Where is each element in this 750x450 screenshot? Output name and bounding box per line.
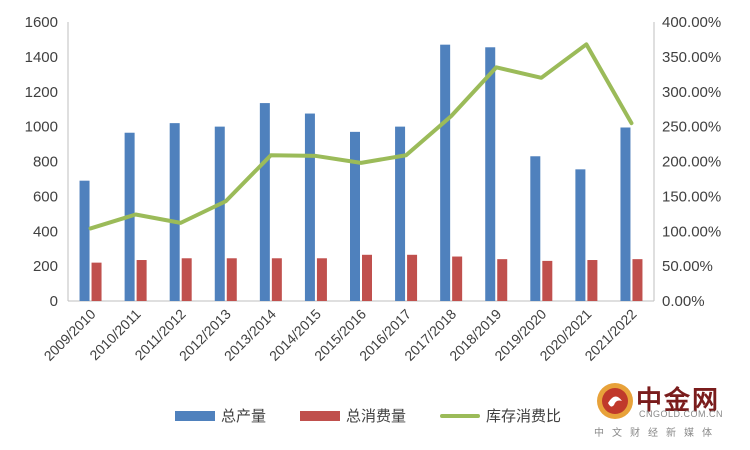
- left-tick-label: 0: [50, 293, 58, 310]
- bar-consumption: [632, 259, 643, 301]
- line-group: [88, 42, 634, 231]
- x-axis-ticks: 2009/20102010/20112011/20122012/20132013…: [41, 306, 640, 364]
- bar-consumption: [271, 258, 282, 301]
- bar-consumption: [587, 260, 598, 301]
- right-tick-label: 400.00%: [662, 14, 721, 31]
- bar-consumption: [181, 258, 192, 301]
- right-tick-label: 300.00%: [662, 84, 721, 101]
- bar-consumption: [91, 262, 102, 301]
- line-stock-consumption-ratio: [88, 42, 634, 231]
- right-tick-label: 50.00%: [662, 258, 713, 275]
- bar-consumption: [136, 260, 147, 301]
- bar-consumption: [452, 256, 463, 301]
- right-tick-label: 200.00%: [662, 154, 721, 171]
- bar-production: [169, 123, 180, 301]
- bar-consumption: [407, 254, 418, 301]
- bar-production: [395, 126, 406, 301]
- combo-chart: 0 200 400 600 800 1000 1200 1400 1600 0.00% 50.00…: [25, 14, 722, 364]
- legend-swatch-production: [175, 410, 215, 421]
- right-tick-label: 350.00%: [662, 49, 721, 66]
- bar-production: [530, 156, 541, 301]
- bar-production: [350, 131, 360, 301]
- bar-group: [79, 44, 643, 301]
- legend-swatch-ratio: [440, 413, 481, 418]
- left-tick-label: 400: [33, 223, 58, 240]
- legend: 总产量 总消费量 库存消费比: [175, 405, 595, 426]
- bar-consumption: [226, 258, 237, 301]
- bar-production: [259, 103, 270, 301]
- left-tick-label: 1200: [25, 84, 58, 101]
- legend-item-consumption: 总消费量: [300, 405, 406, 426]
- left-axis-ticks: 0 200 400 600 800 1000 1200 1400 1600: [25, 14, 58, 310]
- bar-consumption: [316, 258, 327, 301]
- bar-production: [214, 126, 225, 301]
- bar-production: [304, 113, 315, 301]
- bar-production: [575, 169, 586, 301]
- right-tick-label: 150.00%: [662, 188, 721, 205]
- watermark-url: CNGOLD.COM.CN: [639, 409, 724, 419]
- bar-consumption: [497, 259, 508, 301]
- bar-production: [620, 127, 631, 301]
- cngold-logo-icon: [597, 383, 633, 419]
- left-tick-label: 1400: [25, 49, 58, 66]
- watermark-logo: 中金网 CNGOLD.COM.CN 中文财经新媒体: [594, 378, 744, 440]
- watermark-name: 中金网: [636, 386, 721, 416]
- legend-swatch-consumption: [300, 410, 341, 421]
- bar-production: [485, 47, 496, 301]
- legend-item-ratio: 库存消费比: [440, 405, 561, 426]
- left-tick-label: 600: [33, 188, 58, 205]
- bar-production: [79, 180, 90, 301]
- left-tick-label: 1600: [25, 14, 58, 31]
- right-tick-label: 100.00%: [662, 223, 721, 240]
- legend-label-consumption: 总消费量: [346, 407, 407, 425]
- bar-consumption: [362, 254, 372, 301]
- legend-item-production: 总产量: [175, 405, 266, 426]
- right-axis-ticks: 0.00% 50.00% 100.00% 150.00% 200.00% 250.00% 3…: [662, 14, 721, 310]
- right-tick-label: 0.00%: [662, 293, 705, 310]
- left-tick-label: 200: [33, 258, 58, 275]
- legend-label-ratio: 库存消费比: [486, 407, 562, 425]
- watermark-tagline: 中文财经新媒体: [594, 428, 720, 439]
- bar-production: [440, 44, 451, 301]
- right-tick-label: 250.00%: [662, 119, 721, 136]
- legend-label-production: 总产量: [221, 407, 267, 425]
- left-tick-label: 1000: [25, 119, 58, 136]
- bar-consumption: [542, 260, 553, 301]
- left-tick-label: 800: [33, 154, 58, 171]
